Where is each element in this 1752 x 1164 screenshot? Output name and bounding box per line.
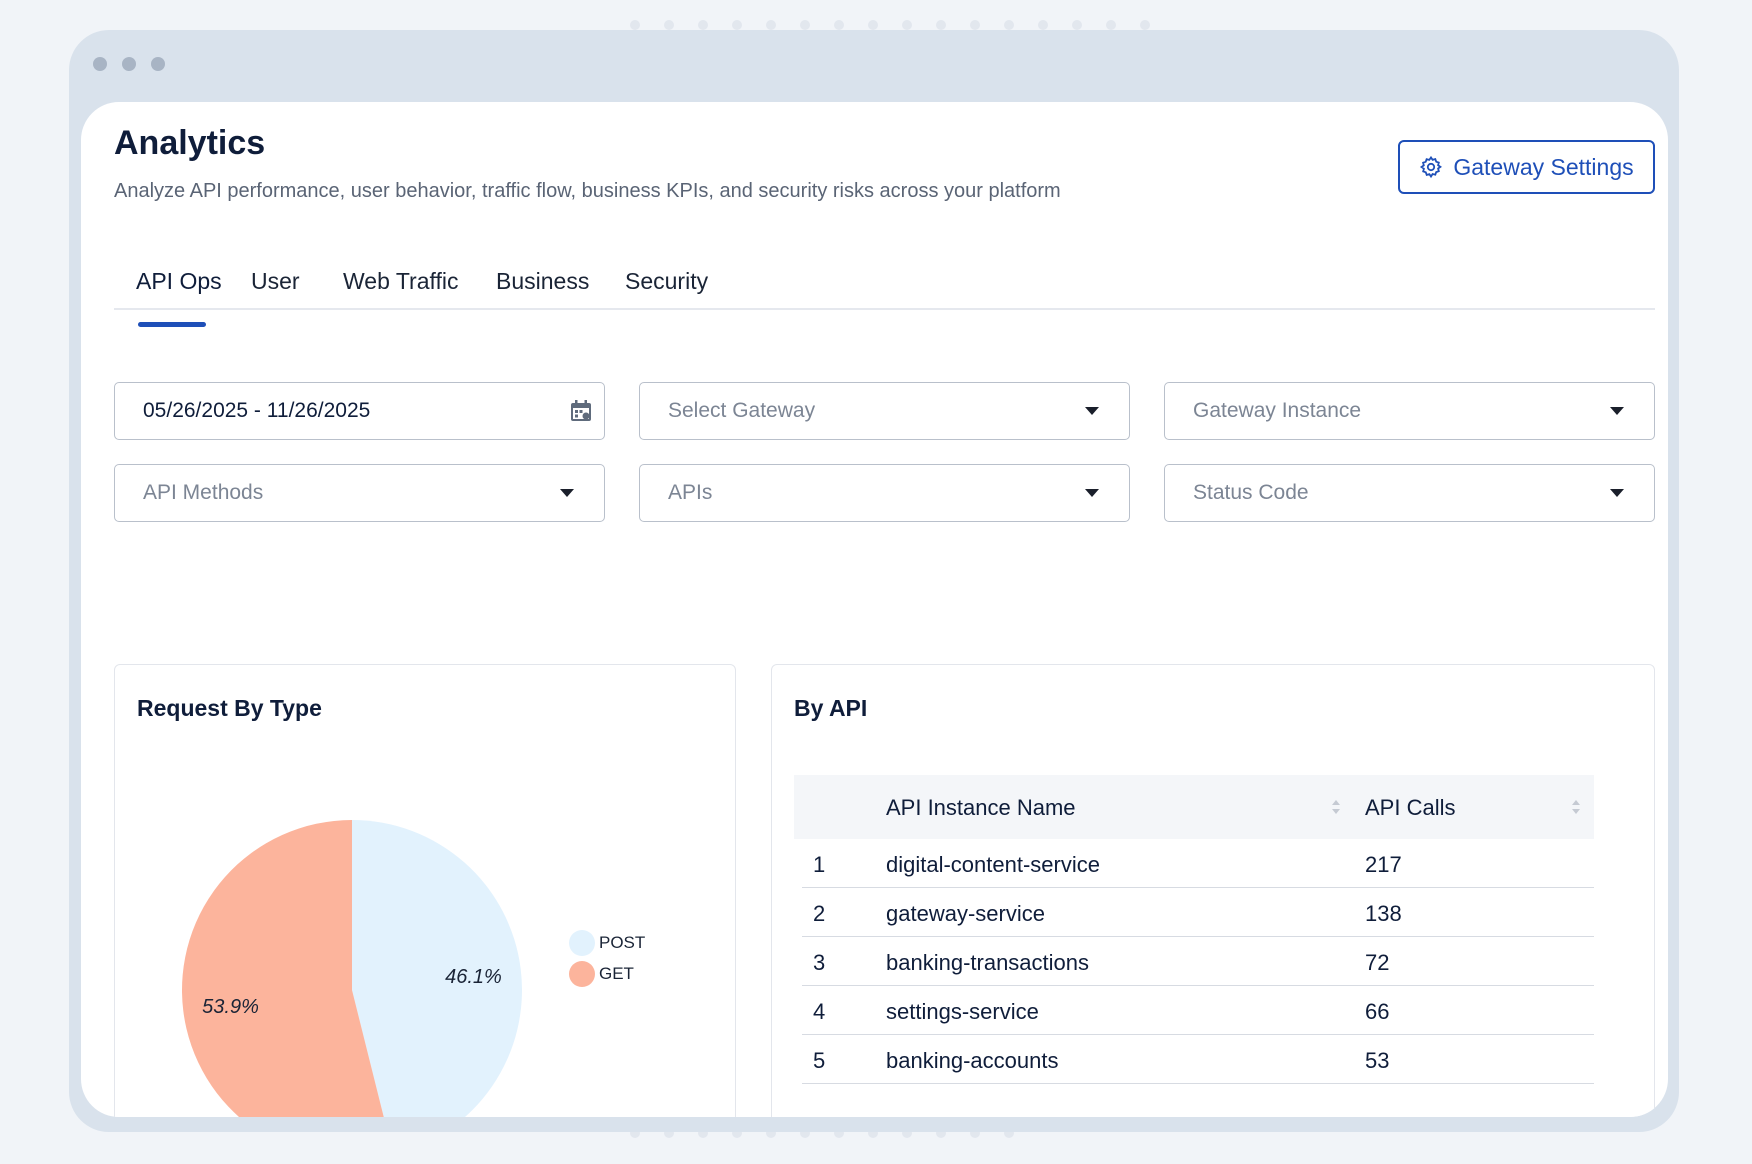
gear-icon	[1420, 155, 1443, 179]
table-header: API Instance Name API Calls	[794, 775, 1594, 839]
window-dot	[151, 57, 165, 71]
row-api-calls: 53	[1365, 1048, 1390, 1073]
request-by-type-title: Request By Type	[137, 695, 322, 721]
active-tab-indicator	[138, 322, 206, 327]
pie-slice-post[interactable]	[352, 820, 523, 1117]
tab-web-traffic[interactable]: Web Traffic	[343, 268, 459, 294]
row-rank: 1	[813, 852, 826, 877]
chevron-down-icon	[1610, 407, 1624, 415]
sort-icon[interactable]	[1332, 800, 1340, 814]
decorative-dots-top	[630, 20, 1150, 30]
row-api-calls: 66	[1365, 999, 1390, 1024]
apis-placeholder: APIs	[668, 481, 713, 504]
window-dot	[122, 57, 136, 71]
tab-business[interactable]: Business	[496, 268, 590, 294]
status-code-placeholder: Status Code	[1193, 481, 1309, 504]
row-api-name: banking-transactions	[886, 950, 1090, 975]
table-row[interactable]: 1 digital-content-service 217	[802, 839, 1594, 888]
calendar-icon	[571, 400, 591, 421]
row-rank: 2	[813, 901, 826, 926]
analytics-page: Analytics Analyze API performance, user …	[81, 102, 1668, 1117]
gateway-instance-dropdown[interactable]: Gateway Instance	[1164, 382, 1655, 440]
table-row[interactable]: 5 banking-accounts 53	[802, 1035, 1594, 1084]
chevron-down-icon	[1610, 489, 1624, 497]
decorative-dots-bottom	[630, 1128, 1014, 1138]
by-api-title: By API	[794, 695, 868, 721]
table-row[interactable]: 4 settings-service 66	[802, 986, 1594, 1035]
row-api-name: settings-service	[886, 999, 1039, 1024]
gateway-settings-label: Gateway Settings	[1453, 153, 1634, 180]
row-api-name: digital-content-service	[886, 852, 1100, 877]
gateway-instance-placeholder: Gateway Instance	[1193, 399, 1362, 422]
select-gateway-placeholder: Select Gateway	[668, 399, 816, 422]
api-methods-dropdown[interactable]: API Methods	[114, 464, 605, 522]
request-type-pie-chart: 46.1% 53.9%	[182, 820, 523, 1117]
legend-get[interactable]: GET	[569, 961, 634, 987]
pie-label-post: 46.1%	[445, 966, 502, 988]
chevron-down-icon	[560, 489, 574, 497]
gateway-settings-button[interactable]: Gateway Settings	[1398, 140, 1655, 194]
row-rank: 3	[813, 950, 826, 975]
page-subtitle: Analyze API performance, user behavior, …	[114, 180, 1061, 202]
window-controls	[93, 57, 165, 71]
apis-dropdown[interactable]: APIs	[639, 464, 1130, 522]
legend-post[interactable]: POST	[569, 930, 645, 956]
sort-icon[interactable]	[1572, 800, 1580, 814]
by-api-card: By API API Instance Name API Calls 1 dig…	[771, 664, 1655, 1117]
table-row[interactable]: 2 gateway-service 138	[802, 888, 1594, 937]
date-range-picker[interactable]: 05/26/2025 - 11/26/2025	[114, 382, 605, 440]
legend-get-label: GET	[599, 964, 634, 983]
pie-slice-get[interactable]	[182, 820, 393, 1117]
row-api-calls: 72	[1365, 950, 1390, 975]
chevron-down-icon	[1085, 489, 1099, 497]
column-api-instance-name[interactable]: API Instance Name	[886, 795, 1076, 820]
status-code-dropdown[interactable]: Status Code	[1164, 464, 1655, 522]
api-methods-placeholder: API Methods	[143, 481, 264, 504]
row-rank: 5	[813, 1048, 826, 1073]
tab-security[interactable]: Security	[625, 268, 709, 294]
table-row[interactable]: 3 banking-transactions 72	[802, 937, 1594, 986]
legend-get-swatch	[569, 961, 595, 987]
row-api-calls: 217	[1365, 852, 1402, 877]
window-dot	[93, 57, 107, 71]
legend-post-swatch	[569, 930, 595, 956]
row-api-name: gateway-service	[886, 901, 1045, 926]
row-api-name: banking-accounts	[886, 1048, 1059, 1073]
chevron-down-icon	[1085, 407, 1099, 415]
tab-api-ops[interactable]: API Ops	[136, 268, 222, 294]
browser-window: Analytics Analyze API performance, user …	[69, 30, 1679, 1132]
tab-user[interactable]: User	[251, 268, 300, 294]
date-range-value: 05/26/2025 - 11/26/2025	[143, 399, 371, 422]
api-table: API Instance Name API Calls 1 digital-co…	[794, 775, 1594, 1084]
column-api-calls[interactable]: API Calls	[1365, 795, 1456, 820]
row-rank: 4	[813, 999, 826, 1024]
pie-label-get: 53.9%	[202, 996, 259, 1018]
request-by-type-card: Request By Type 46.1% 53.9% POST GET	[114, 664, 736, 1117]
tab-bar: API Ops User Web Traffic Business Securi…	[114, 254, 1655, 310]
select-gateway-dropdown[interactable]: Select Gateway	[639, 382, 1130, 440]
legend-post-label: POST	[599, 933, 646, 952]
row-api-calls: 138	[1365, 901, 1402, 926]
page-title: Analytics	[114, 124, 266, 162]
